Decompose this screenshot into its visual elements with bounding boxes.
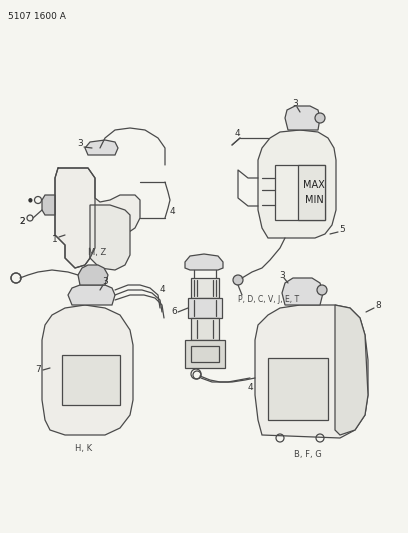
- Text: 3: 3: [279, 271, 285, 279]
- Text: 8: 8: [375, 301, 381, 310]
- Text: 4: 4: [234, 128, 240, 138]
- Polygon shape: [62, 355, 120, 405]
- Text: 5107 1600 A: 5107 1600 A: [8, 12, 66, 21]
- Text: H, K: H, K: [75, 443, 93, 453]
- Text: 6: 6: [171, 308, 177, 317]
- Text: 1: 1: [52, 236, 58, 245]
- Text: 2: 2: [19, 217, 25, 227]
- Text: 5: 5: [339, 225, 345, 235]
- Polygon shape: [285, 106, 320, 130]
- Text: M, Z: M, Z: [88, 248, 106, 257]
- Polygon shape: [258, 130, 336, 238]
- Text: 7: 7: [35, 366, 41, 375]
- Polygon shape: [55, 168, 140, 268]
- Text: 2: 2: [19, 217, 25, 227]
- Polygon shape: [42, 195, 55, 215]
- Text: 3: 3: [292, 99, 298, 108]
- Polygon shape: [191, 278, 219, 298]
- Text: MIN: MIN: [305, 195, 324, 205]
- Polygon shape: [188, 298, 222, 318]
- Circle shape: [315, 113, 325, 123]
- Text: 4: 4: [169, 207, 175, 216]
- Circle shape: [233, 275, 243, 285]
- Text: ●: ●: [28, 198, 32, 203]
- Polygon shape: [90, 205, 130, 270]
- Text: MAX: MAX: [303, 180, 325, 190]
- Text: 3: 3: [77, 139, 83, 148]
- Polygon shape: [255, 305, 368, 438]
- Circle shape: [317, 285, 327, 295]
- Text: B, F, G: B, F, G: [294, 450, 322, 459]
- Polygon shape: [68, 285, 115, 305]
- Text: 4: 4: [159, 286, 165, 295]
- Polygon shape: [335, 305, 368, 435]
- Text: P, D, C, V, J, E, T: P, D, C, V, J, E, T: [238, 295, 299, 304]
- Polygon shape: [185, 254, 223, 270]
- Polygon shape: [268, 358, 328, 420]
- Text: 4: 4: [247, 384, 253, 392]
- Polygon shape: [42, 305, 133, 435]
- Polygon shape: [185, 340, 225, 368]
- Polygon shape: [78, 265, 108, 285]
- Polygon shape: [191, 318, 219, 340]
- Text: 3: 3: [102, 278, 108, 287]
- Polygon shape: [282, 278, 323, 305]
- Polygon shape: [85, 140, 118, 155]
- Polygon shape: [298, 165, 325, 220]
